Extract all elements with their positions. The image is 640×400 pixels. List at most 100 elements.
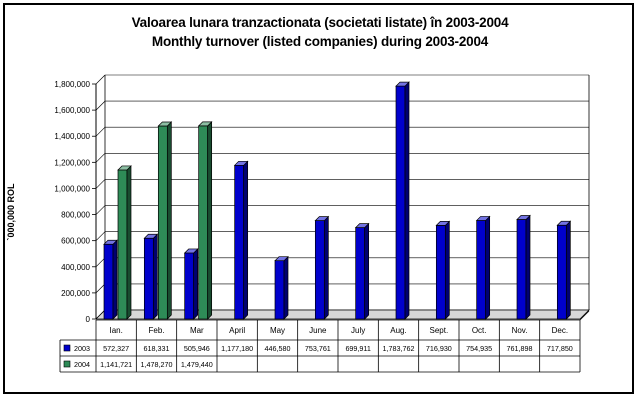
bar-2003-top — [435, 221, 451, 226]
x-tick-label: June — [309, 326, 327, 335]
table-cell-2003: 716,930 — [426, 344, 452, 353]
bar-2003 — [435, 220, 451, 320]
table-cell-2003: 754,935 — [466, 344, 492, 353]
gridline-diagonal — [95, 179, 106, 189]
bar-2003-side — [485, 215, 491, 320]
table-cell-2003: 753,761 — [305, 344, 331, 353]
legend-label-2004: 2004 — [74, 360, 90, 369]
bar-2003-side — [404, 81, 410, 320]
bar-2004-front — [198, 125, 209, 320]
bar-2003-front — [355, 227, 366, 320]
bar-2003-top — [143, 233, 159, 239]
bar-2003-side — [323, 215, 329, 320]
gridline-diagonal — [95, 100, 106, 111]
x-tick-label: Aug. — [390, 326, 406, 335]
bar-2003-front — [103, 243, 114, 320]
gridline-diagonal — [95, 74, 106, 85]
y-tick-label: 1,400,000 — [54, 132, 90, 141]
x-tick-label: Sept. — [429, 326, 448, 335]
y-tick-label: 1,800,000 — [54, 80, 90, 89]
bar-2004 — [157, 121, 173, 320]
y-tick-label: 600,000 — [61, 237, 90, 246]
legend-label-2003: 2003 — [74, 344, 90, 353]
x-tick-label: April — [229, 326, 245, 335]
chart-frame — [3, 3, 634, 394]
gridline-diagonal — [95, 205, 106, 215]
bar-2003 — [354, 222, 370, 320]
bar-2003-front — [395, 85, 406, 320]
bar-2003-front — [435, 225, 446, 320]
bar-2004-side — [126, 165, 132, 320]
bar-2004-side — [166, 121, 172, 320]
chart-subtitle: Monthly turnover (listed companies) duri… — [151, 34, 489, 49]
y-tick-label: 1,200,000 — [54, 158, 90, 167]
table-cell-2003: 572,327 — [103, 344, 129, 353]
y-tick-label: 1,000,000 — [54, 184, 90, 193]
bar-2003 — [475, 215, 491, 320]
bar-2003 — [183, 248, 199, 320]
table-cell-2003: 717,850 — [547, 344, 573, 353]
bar-2003-front — [143, 237, 154, 320]
bar-2003-front — [516, 219, 527, 320]
axes: 0 200,000 400,000 600,000 800,000 1,000,000 1,… — [54, 75, 590, 324]
bar-2004-front — [117, 169, 128, 320]
bar-2003-side — [364, 222, 370, 320]
x-tick-label: July — [351, 326, 365, 335]
y-tick-label: 0 — [86, 315, 91, 324]
bar-2003 — [395, 81, 410, 320]
gridline-diagonal — [95, 231, 106, 241]
x-tick-label: Oct. — [472, 326, 487, 335]
bar-2003-front — [184, 252, 195, 320]
bar-2003-side — [565, 220, 571, 320]
bar-2003-side — [152, 233, 158, 320]
bar-2003 — [516, 214, 531, 320]
chart-floor — [95, 309, 590, 320]
bar-2003-top — [395, 81, 410, 87]
x-tick-label: May — [270, 326, 285, 335]
legend-swatch-2003 — [63, 344, 71, 352]
bar-2003-top — [314, 216, 330, 221]
bar-2003 — [556, 220, 572, 320]
bar-2003-front — [274, 260, 285, 320]
gridline-diagonal — [95, 127, 106, 137]
table-cell-2003: 1,783,762 — [383, 344, 415, 353]
bar-2003-top — [274, 256, 289, 262]
bar-2003-side — [525, 214, 531, 320]
gridline-diagonal — [95, 257, 106, 267]
bar-2003-top — [475, 216, 491, 221]
bar-2003-top — [183, 248, 199, 254]
table-cell-2004: 1,141,721 — [100, 360, 132, 369]
bars — [103, 81, 572, 320]
x-tick-label: Ian. — [109, 326, 122, 335]
bar-2003-side — [243, 160, 249, 320]
bar-2003-top — [233, 160, 249, 166]
bar-2004-top — [117, 165, 132, 171]
bar-2003-side — [193, 248, 199, 320]
table-cell-2004: 1,478,270 — [141, 360, 173, 369]
table-cell-2003: 761,898 — [507, 344, 533, 353]
bar-2004-side — [207, 121, 213, 320]
bar-2003-front — [234, 164, 245, 320]
bar-2004 — [197, 121, 213, 320]
bar-2003 — [143, 233, 159, 320]
y-tick-label: 200,000 — [61, 289, 90, 298]
bar-2003 — [314, 215, 330, 320]
bar-2004-top — [157, 121, 173, 127]
bar-2003-front — [556, 224, 567, 320]
bar-2003 — [233, 160, 249, 320]
table-line — [579, 310, 590, 321]
bar-2003-side — [444, 220, 450, 320]
x-tick-label: Feb. — [148, 326, 164, 335]
bar-2004 — [117, 165, 132, 320]
bar-2003-top — [354, 223, 370, 228]
y-tick-label: 400,000 — [61, 263, 90, 272]
bar-2003 — [103, 239, 118, 320]
bar-2004-front — [157, 125, 168, 320]
bar-2003-top — [516, 215, 531, 220]
table-cell-2003: 699,911 — [345, 344, 370, 353]
y-tick-label: 800,000 — [61, 211, 90, 220]
table-cell-2003: 1,177,180 — [221, 344, 253, 353]
y-tick-label: 1,600,000 — [54, 106, 90, 115]
gridline-diagonal — [95, 153, 106, 163]
